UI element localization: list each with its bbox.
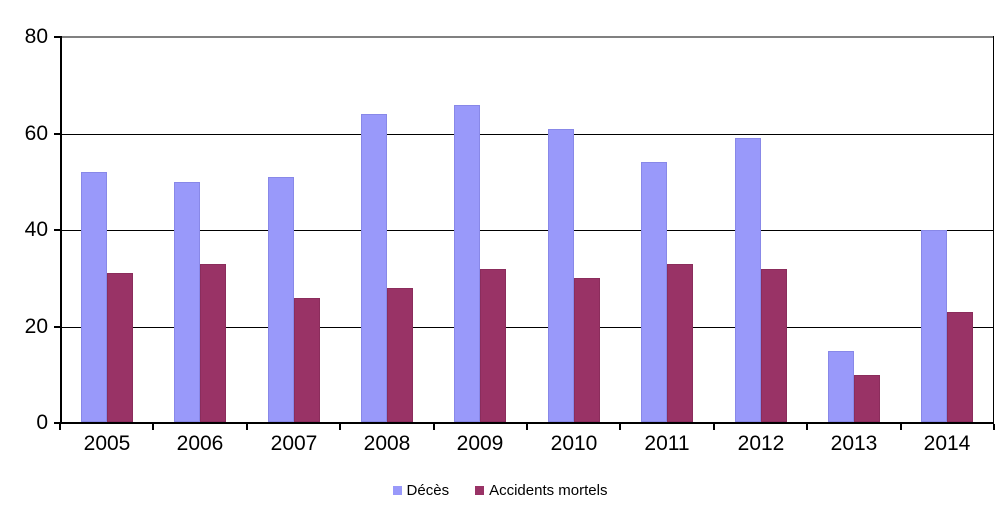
legend: Décès Accidents mortels <box>0 482 1000 499</box>
x-axis-label-2013: 2013 <box>830 432 878 455</box>
x-axis-label-2011: 2011 <box>644 432 690 455</box>
x-tick-3 <box>339 424 341 430</box>
legend-item-accidents-mortels: Accidents mortels <box>475 482 607 499</box>
x-tick-5 <box>526 424 528 430</box>
y-tick-80 <box>54 36 60 38</box>
legend-swatch-deces <box>392 486 402 495</box>
y-tick-20 <box>54 326 60 328</box>
bar-2007-series-1 <box>294 298 320 422</box>
bar-2013-series-1 <box>854 375 880 422</box>
plot-border-right <box>993 36 994 424</box>
bar-2008-series-1 <box>387 288 413 422</box>
bar-2006-series-1 <box>200 264 226 422</box>
legend-swatch-accidents-mortels <box>475 486 485 495</box>
x-axis-line <box>60 422 994 424</box>
x-axis-label-2014: 2014 <box>923 432 971 455</box>
bar-2012-series-1 <box>761 269 787 422</box>
x-tick-0 <box>59 424 61 430</box>
bar-2006-series-0 <box>174 182 200 422</box>
bar-2007-series-0 <box>268 177 294 422</box>
x-tick-4 <box>433 424 435 430</box>
x-axis-label-2012: 2012 <box>737 432 785 455</box>
x-tick-7 <box>713 424 715 430</box>
y-axis-line <box>60 36 62 424</box>
y-tick-label-40: 40 <box>24 218 48 241</box>
bar-2012-series-0 <box>735 138 761 422</box>
y-tick-40 <box>54 229 60 231</box>
y-tick-label-0: 0 <box>36 411 48 434</box>
y-tick-label-20: 20 <box>24 315 48 338</box>
gridline-y-20 <box>62 327 993 328</box>
y-tick-60 <box>54 133 60 135</box>
legend-item-deces: Décès <box>392 482 450 499</box>
plot-border-top <box>60 36 994 38</box>
gridline-y-40 <box>62 230 993 231</box>
y-tick-label-60: 60 <box>24 122 48 145</box>
bar-2013-series-0 <box>828 351 854 422</box>
bar-2010-series-1 <box>574 278 600 422</box>
x-tick-1 <box>152 424 154 430</box>
y-tick-label-80: 80 <box>24 25 48 48</box>
bar-2014-series-1 <box>947 312 973 422</box>
bar-2005-series-0 <box>81 172 107 422</box>
x-axis-label-2007: 2007 <box>270 432 318 455</box>
x-tick-9 <box>900 424 902 430</box>
y-tick-0 <box>54 422 60 424</box>
x-axis-label-2006: 2006 <box>176 432 224 455</box>
x-axis-label-2005: 2005 <box>83 432 131 455</box>
bar-2009-series-1 <box>480 269 506 422</box>
legend-label-deces: Décès <box>406 482 450 499</box>
bar-2005-series-1 <box>107 273 133 422</box>
x-tick-10 <box>993 424 995 430</box>
x-axis-label-2009: 2009 <box>456 432 504 455</box>
bar-2011-series-0 <box>641 162 667 422</box>
x-axis-label-2008: 2008 <box>363 432 411 455</box>
gridline-y-60 <box>62 134 993 135</box>
x-tick-6 <box>619 424 621 430</box>
x-tick-2 <box>246 424 248 430</box>
x-axis-label-2010: 2010 <box>550 432 598 455</box>
bar-2014-series-0 <box>921 230 947 422</box>
legend-label-accidents-mortels: Accidents mortels <box>489 482 608 499</box>
bar-2008-series-0 <box>361 114 387 422</box>
bar-2010-series-0 <box>548 129 574 422</box>
x-tick-8 <box>806 424 808 430</box>
bar-2009-series-0 <box>454 105 480 422</box>
bar-2011-series-1 <box>667 264 693 422</box>
